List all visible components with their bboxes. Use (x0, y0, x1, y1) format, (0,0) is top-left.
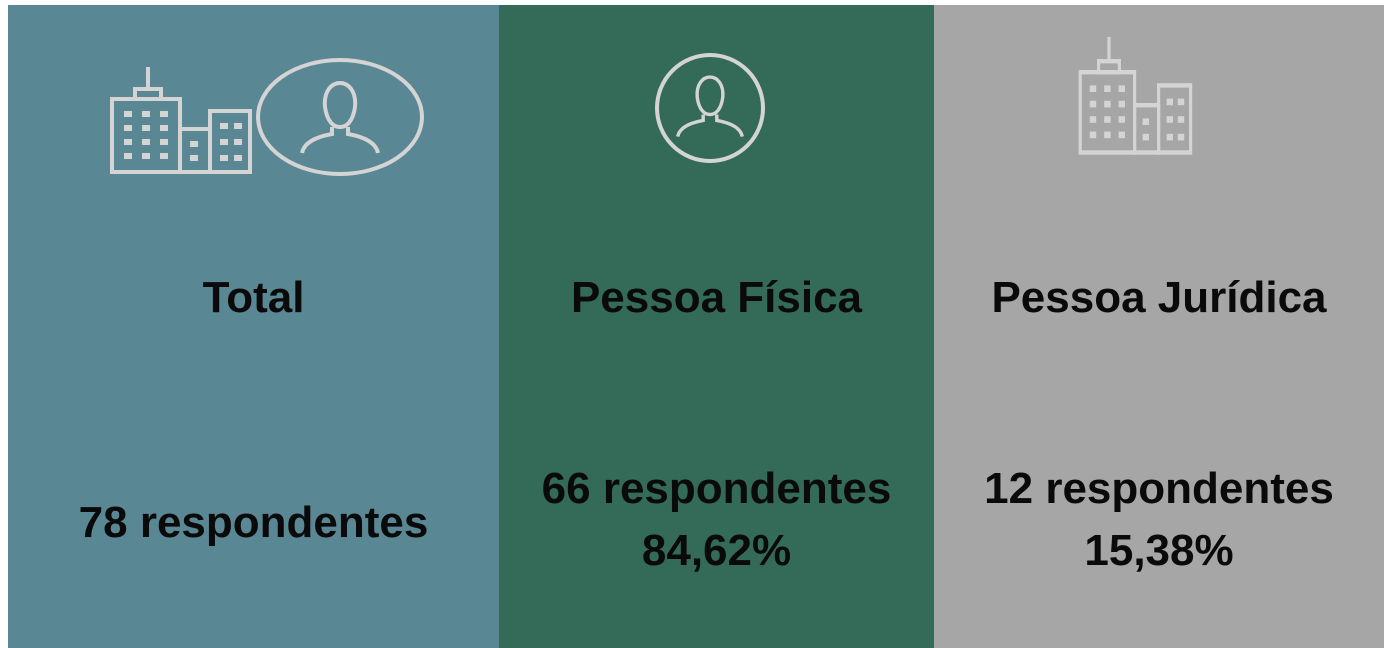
panel-percent: 15,38% (1084, 526, 1234, 575)
panel-pessoa-juridica: Pessoa Jurídica 12 respondentes 15,38% (934, 5, 1384, 648)
panel-title: Pessoa Física (570, 273, 863, 322)
icon-buildings (110, 65, 252, 174)
panel-percent: 84,62% (641, 526, 792, 575)
panel-count: 78 respondentes (78, 498, 429, 547)
panel-title: Pessoa Jurídica (991, 273, 1327, 322)
panel-title: Total (202, 273, 305, 322)
panel-total: Total 78 respondentes (8, 5, 499, 648)
panel-count: 66 respondentes (541, 464, 892, 513)
icon-person (256, 58, 424, 176)
icon-buildings (1080, 37, 1190, 153)
panel-count: 12 respondentes (984, 464, 1334, 513)
icon-person (655, 53, 765, 163)
